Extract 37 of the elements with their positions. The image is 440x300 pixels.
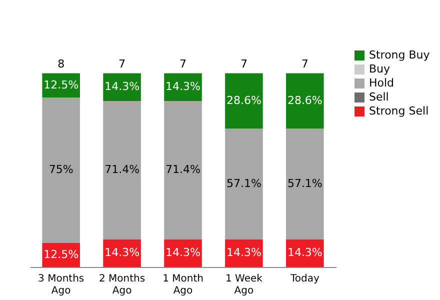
legend-label: Buy <box>369 62 391 76</box>
data-label: 28.6% <box>226 94 262 107</box>
data-label: 14.3% <box>104 80 140 94</box>
annotation: 7 <box>240 57 248 70</box>
annotation: 7 <box>180 57 186 70</box>
x-tick-label: 2 Months Ago <box>98 274 146 296</box>
legend-label: Strong Buy <box>369 48 430 62</box>
legend-label: Strong Sell <box>369 104 429 118</box>
bar <box>225 128 263 240</box>
bar <box>164 100 202 240</box>
legend-label: Sell <box>369 90 389 104</box>
annotation: 8 <box>58 57 65 70</box>
x-tick-label: Today <box>289 274 320 284</box>
legend-label: Hold <box>369 76 394 90</box>
data-label: 57.1% <box>287 176 322 190</box>
data-label: 12.5% <box>44 78 79 92</box>
data-label: 14.3% <box>166 246 200 260</box>
data-label: 14.3% <box>226 246 262 260</box>
data-label: 14.3% <box>287 246 322 260</box>
bar <box>103 100 141 240</box>
x-tick-label: 3 Months Ago <box>38 274 84 296</box>
annotation: 7 <box>301 57 308 70</box>
data-label: 75% <box>48 163 74 176</box>
x-tick-label: 1 Week Ago <box>225 274 263 296</box>
bar <box>42 97 80 243</box>
data-label: 57.1% <box>226 176 262 190</box>
data-label: 14.3% <box>166 80 200 94</box>
data-label: 71.4% <box>104 163 140 176</box>
bar <box>286 73 324 129</box>
data-label: 14.3% <box>104 246 140 260</box>
data-label: 71.4% <box>166 163 200 176</box>
data-label: 28.6% <box>287 94 322 107</box>
bar <box>286 128 324 240</box>
bar <box>225 73 263 129</box>
x-tick-label: 1 Month Ago <box>162 274 204 296</box>
data-label: 12.5% <box>44 248 79 261</box>
annotation: 7 <box>118 57 126 70</box>
